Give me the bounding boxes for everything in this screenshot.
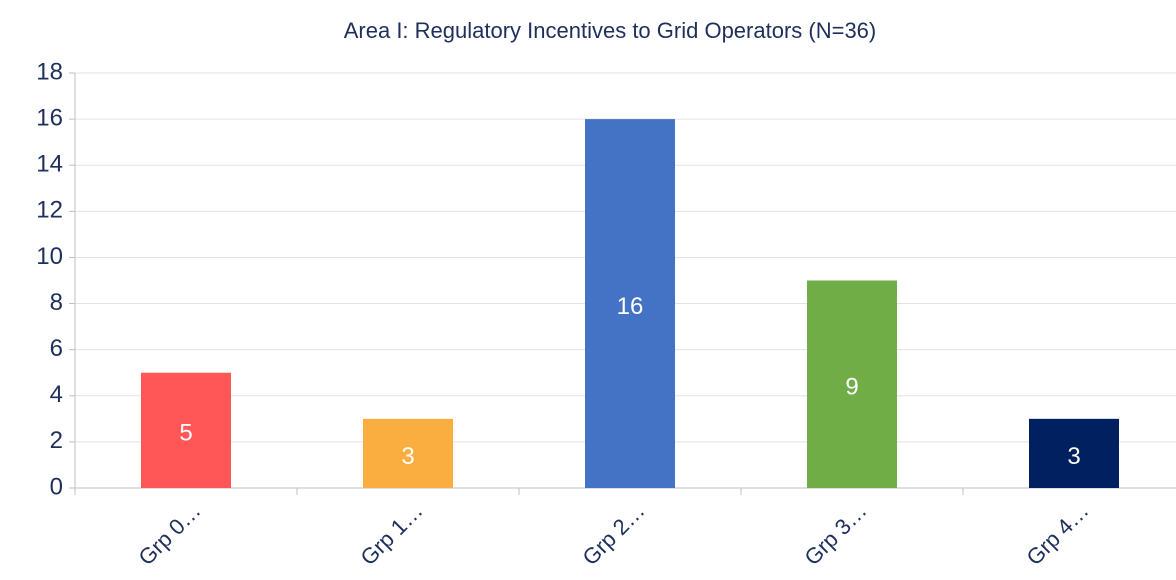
y-tick-label: 8 bbox=[50, 289, 63, 316]
y-tick-label: 0 bbox=[50, 473, 63, 500]
bar bbox=[1029, 418, 1119, 488]
y-tick-label: 18 bbox=[36, 58, 63, 85]
x-tick-label: Grp 2… bbox=[577, 498, 649, 570]
y-tick-label: 12 bbox=[36, 197, 63, 224]
data-label: 3 bbox=[1067, 443, 1080, 470]
y-tick-label: 2 bbox=[50, 427, 63, 454]
x-tick-label: Grp 0… bbox=[133, 498, 205, 570]
x-tick-label: Grp 1… bbox=[355, 498, 427, 570]
data-label: 3 bbox=[401, 443, 414, 470]
x-tick-label: Grp 3… bbox=[799, 498, 871, 570]
bar bbox=[363, 418, 453, 488]
y-tick-label: 14 bbox=[36, 151, 63, 178]
data-label: 16 bbox=[617, 293, 644, 320]
chart-title: Area I: Regulatory Incentives to Grid Op… bbox=[344, 18, 877, 43]
data-label: 5 bbox=[179, 420, 192, 447]
bar bbox=[585, 119, 675, 488]
y-tick-label: 4 bbox=[50, 381, 63, 408]
bar bbox=[141, 372, 231, 488]
y-tick-label: 6 bbox=[50, 335, 63, 362]
data-label: 9 bbox=[845, 374, 858, 401]
bar bbox=[807, 280, 897, 488]
y-tick-label: 10 bbox=[36, 243, 63, 270]
x-tick-label: Grp 4… bbox=[1021, 498, 1093, 570]
y-tick-label: 16 bbox=[36, 104, 63, 131]
